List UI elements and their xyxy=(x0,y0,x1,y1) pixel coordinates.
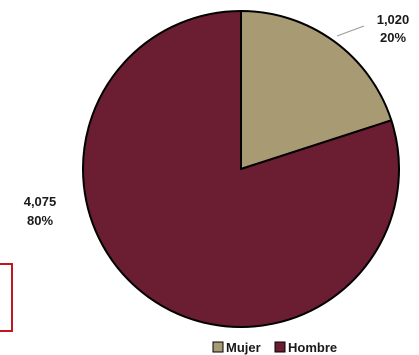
legend-swatch-hombre xyxy=(274,341,286,353)
leader-line-mujer xyxy=(336,25,365,37)
percent-label-hombre: 80% xyxy=(27,213,53,228)
legend: Mujer Hombre xyxy=(212,340,337,355)
pie-slices xyxy=(82,10,400,328)
value-label-mujer: 1,020 xyxy=(377,12,410,27)
value-label-hombre: 4,075 xyxy=(24,194,57,209)
legend-label-mujer: Mujer xyxy=(226,340,261,355)
percent-label-mujer: 20% xyxy=(380,30,406,45)
legend-swatch-mujer xyxy=(212,341,224,353)
pie-slice-mujer xyxy=(240,10,393,170)
corner-bracket xyxy=(0,263,13,332)
pie-slice-hombre xyxy=(82,10,400,328)
legend-label-hombre: Hombre xyxy=(288,340,337,355)
